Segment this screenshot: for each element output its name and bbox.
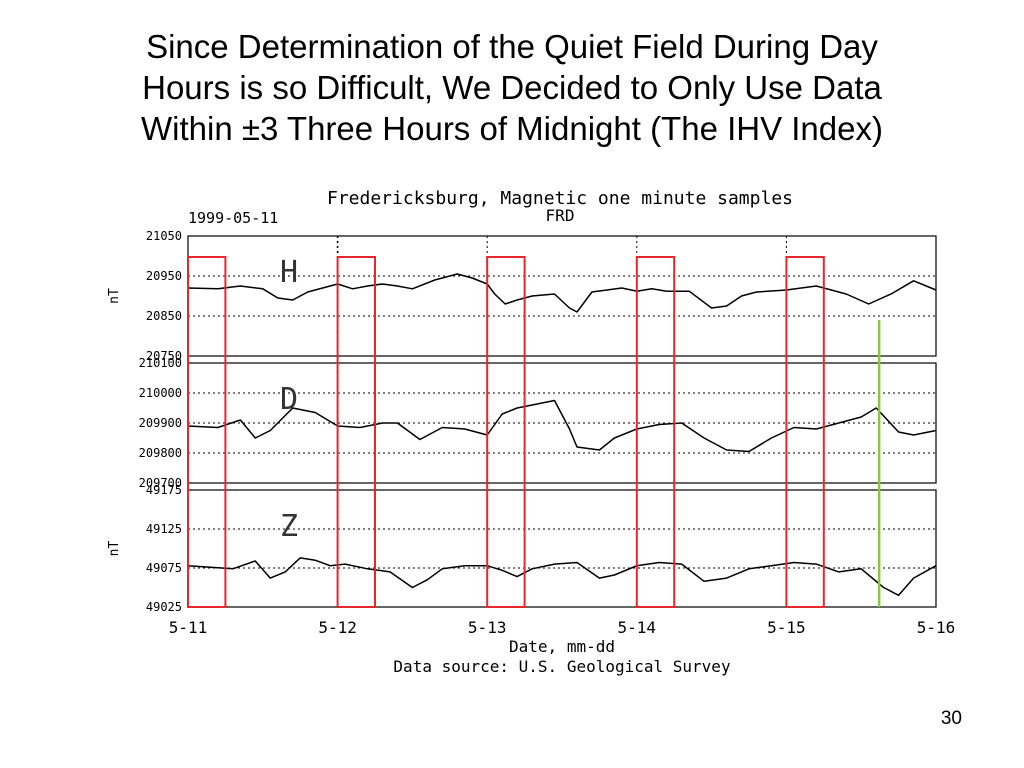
y-tick-label: 210000 bbox=[139, 386, 182, 400]
x-tick-label: 5-13 bbox=[468, 618, 507, 637]
midnight-highlight-box bbox=[187, 256, 227, 608]
y-tick-label: 49025 bbox=[146, 600, 182, 614]
trace-h bbox=[187, 273, 937, 313]
slide-title: Since Determination of the Quiet Field D… bbox=[20, 26, 1004, 149]
y-tick-label: 49075 bbox=[146, 561, 182, 575]
plot-layer: 21050 20950 20850 20750 nT H 210100 210000 20990… bbox=[107, 229, 955, 637]
midnight-highlight-box bbox=[486, 256, 526, 608]
midnight-highlight-box bbox=[336, 256, 377, 608]
chart-title: Fredericksburg, Magnetic one minute samp… bbox=[327, 188, 793, 209]
y-tick-label: 209700 bbox=[139, 476, 182, 490]
station-label: FRD bbox=[546, 206, 575, 225]
x-tick-label: 5-12 bbox=[318, 618, 357, 637]
y-tick-label: 209800 bbox=[139, 446, 182, 460]
y-tick-label: 49125 bbox=[146, 522, 182, 536]
x-axis-title: Date, mm-dd bbox=[509, 637, 615, 656]
title-line-2: Hours is so Difficult, We Decided to Onl… bbox=[142, 69, 882, 106]
x-tick-label: 5-14 bbox=[618, 618, 657, 637]
x-tick-label: 5-15 bbox=[767, 618, 806, 637]
y-tick-label: 20750 bbox=[146, 349, 182, 363]
series-label-z: Z bbox=[280, 509, 298, 544]
y-tick-label: 20950 bbox=[146, 269, 182, 283]
series-label-h: H bbox=[280, 255, 298, 290]
y-tick-label: 49175 bbox=[146, 483, 182, 497]
x-tick-label: 5-11 bbox=[169, 618, 208, 637]
y-tick-label: 21050 bbox=[146, 229, 182, 243]
title-line-1: Since Determination of the Quiet Field D… bbox=[146, 28, 878, 65]
midnight-highlight-box bbox=[635, 256, 676, 608]
start-date-label: 1999-05-11 bbox=[188, 209, 278, 227]
y-axis-label: nT bbox=[107, 288, 122, 304]
y-tick-label: 20850 bbox=[146, 309, 182, 323]
slide-number: 30 bbox=[940, 708, 962, 729]
midnight-highlight-box bbox=[785, 256, 825, 608]
trace-d bbox=[187, 399, 937, 453]
x-tick-label: 5-16 bbox=[917, 618, 956, 637]
title-line-3: Within ±3 Three Hours of Midnight (The I… bbox=[141, 110, 883, 147]
data-source-label: Data source: U.S. Geological Survey bbox=[393, 657, 731, 676]
y-axis-label: nT bbox=[107, 541, 122, 557]
y-tick-label: 209900 bbox=[139, 416, 182, 430]
y-tick-label: 210100 bbox=[139, 356, 182, 370]
trace-z bbox=[187, 557, 937, 597]
